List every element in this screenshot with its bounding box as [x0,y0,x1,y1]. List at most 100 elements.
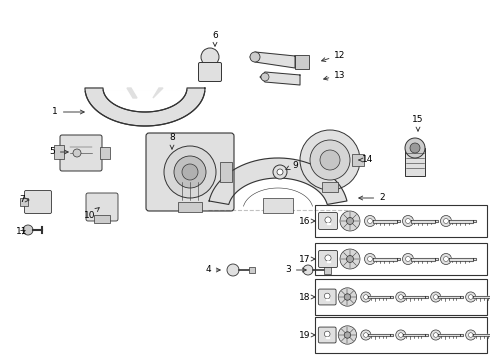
Polygon shape [391,296,393,298]
Polygon shape [449,257,473,261]
Polygon shape [397,258,400,260]
Circle shape [277,169,283,175]
Circle shape [468,333,473,337]
Text: 9: 9 [286,161,298,170]
Bar [352,154,364,166]
Circle shape [441,253,451,265]
Text: 14: 14 [359,156,374,165]
Text: 11: 11 [16,228,28,237]
Circle shape [466,292,476,302]
Polygon shape [373,220,397,222]
Polygon shape [403,296,425,298]
FancyBboxPatch shape [318,251,338,267]
FancyBboxPatch shape [318,327,336,343]
Bar [249,267,255,273]
Polygon shape [85,91,205,126]
Circle shape [344,294,351,300]
Circle shape [325,217,331,223]
Circle shape [443,219,448,224]
Text: 2: 2 [359,194,385,202]
Circle shape [398,295,403,299]
Circle shape [434,333,438,337]
Circle shape [441,216,451,226]
Circle shape [468,295,473,299]
Polygon shape [368,296,391,298]
Bar [54,145,64,159]
Bar [220,162,232,182]
Polygon shape [326,261,329,262]
Bar [100,147,110,159]
Polygon shape [127,88,137,98]
Circle shape [443,257,448,261]
Circle shape [261,73,269,81]
Bar [295,55,309,69]
Text: 16: 16 [299,216,315,225]
Circle shape [73,149,81,157]
Text: 12: 12 [321,50,345,62]
Circle shape [364,295,368,299]
Bar [322,182,338,192]
Circle shape [174,156,206,188]
Circle shape [361,292,371,302]
Polygon shape [435,220,438,222]
Circle shape [402,253,414,265]
Circle shape [364,333,368,337]
Circle shape [201,48,219,66]
Circle shape [368,257,372,261]
Circle shape [368,219,372,224]
Circle shape [310,140,350,180]
Circle shape [398,333,403,337]
Bar [405,148,425,176]
FancyBboxPatch shape [318,289,336,305]
Polygon shape [473,220,476,222]
Polygon shape [473,258,476,260]
FancyBboxPatch shape [198,63,221,81]
Circle shape [344,332,351,338]
Circle shape [23,225,33,235]
Circle shape [431,292,441,302]
Text: 19: 19 [299,330,315,339]
Polygon shape [438,334,461,336]
Circle shape [346,217,353,225]
Circle shape [303,265,313,275]
Polygon shape [425,334,428,336]
Text: 18: 18 [299,292,315,302]
Circle shape [164,146,216,198]
Circle shape [340,249,360,269]
Polygon shape [461,296,464,298]
Text: 6: 6 [212,31,218,46]
Polygon shape [411,257,435,261]
Circle shape [250,52,260,62]
Polygon shape [326,223,329,224]
Circle shape [182,164,198,180]
Circle shape [340,211,360,231]
Bar [315,205,487,237]
FancyBboxPatch shape [60,135,102,171]
Circle shape [324,331,330,337]
FancyBboxPatch shape [86,193,118,221]
Circle shape [320,150,340,170]
Text: 17: 17 [299,255,315,264]
Circle shape [405,138,425,158]
Circle shape [396,330,406,340]
Polygon shape [326,337,329,338]
Circle shape [365,216,375,226]
Bar [263,198,293,213]
Circle shape [346,256,353,262]
Circle shape [324,293,330,299]
Polygon shape [326,299,329,300]
Polygon shape [411,220,435,222]
Circle shape [431,330,441,340]
Text: 4: 4 [205,266,220,274]
Text: 7: 7 [19,195,29,204]
Polygon shape [461,334,464,336]
Polygon shape [103,90,187,112]
Polygon shape [397,220,400,222]
Text: 1: 1 [52,108,84,117]
Circle shape [338,288,357,306]
Bar [20,198,28,206]
Text: 5: 5 [49,148,68,157]
Circle shape [273,165,287,179]
Bar [315,243,487,275]
Bar [315,317,487,353]
